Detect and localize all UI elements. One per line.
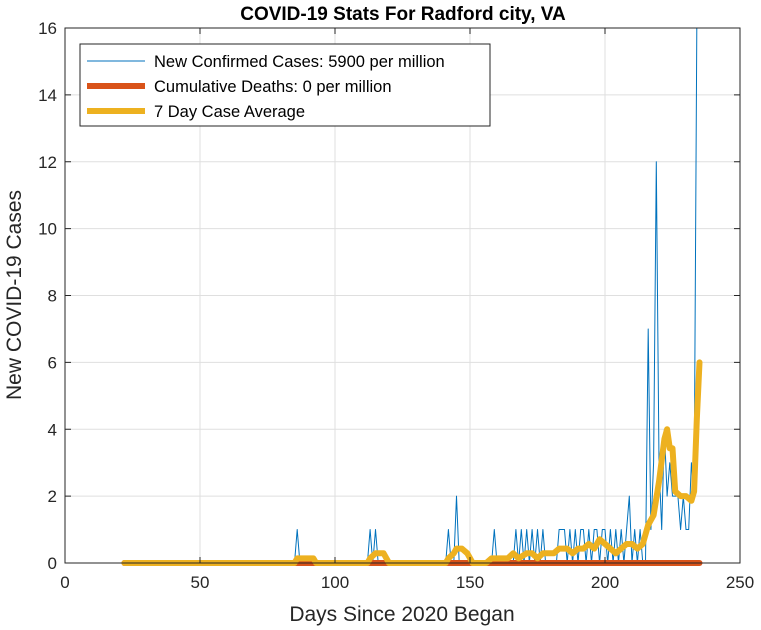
ticks: 0 50 100 150 200 250 0 2 4 6 8 10 12 14 16 <box>38 19 754 592</box>
y-tick-label: 6 <box>48 353 57 372</box>
x-axis-label: Days Since 2020 Began <box>289 603 514 626</box>
y-tick-label: 14 <box>38 86 57 105</box>
chart-title: COVID-19 Stats For Radford city, VA <box>240 4 566 25</box>
y-tick-label: 0 <box>48 554 57 573</box>
x-tick-label: 200 <box>591 573 619 592</box>
x-tick-label: 0 <box>60 573 69 592</box>
y-tick-label: 4 <box>48 420 57 439</box>
y-tick-label: 16 <box>38 19 57 38</box>
series-7-day-average <box>121 359 703 566</box>
y-tick-label: 10 <box>38 220 57 239</box>
y-tick-label: 2 <box>48 487 57 506</box>
legend-label: Cumulative Deaths: 0 per million <box>154 78 392 96</box>
y-axis-label: New COVID-19 Cases <box>3 190 26 400</box>
x-tick-label: 100 <box>321 573 349 592</box>
legend: New Confirmed Cases: 5900 per million Cum… <box>79 43 491 127</box>
legend-label: New Confirmed Cases: 5900 per million <box>154 53 445 71</box>
x-tick-label: 250 <box>726 573 754 592</box>
x-tick-label: 50 <box>191 573 210 592</box>
legend-label: 7 Day Case Average <box>154 103 305 121</box>
y-tick-label: 12 <box>38 153 57 172</box>
y-tick-label: 8 <box>48 287 57 306</box>
legend-box <box>79 43 491 127</box>
x-tick-label: 150 <box>456 573 484 592</box>
